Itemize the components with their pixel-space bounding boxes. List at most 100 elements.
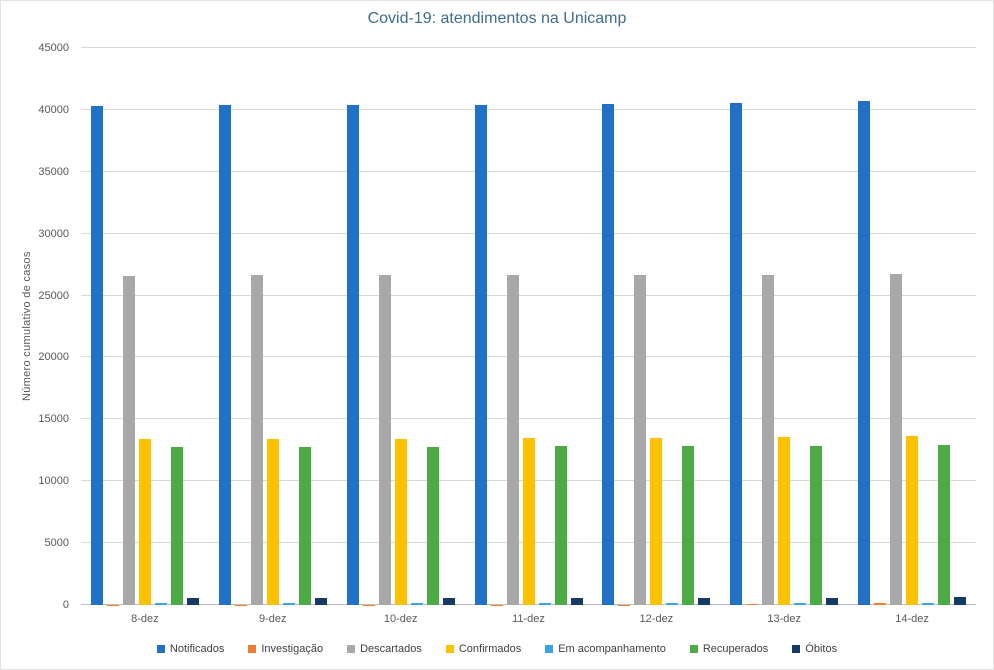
xtick-label-11-dez: 11-dez xyxy=(512,613,545,625)
legend-label: Descartados xyxy=(360,643,422,655)
bar-recuperados-8-dez xyxy=(170,446,183,605)
ytick-label-25000: 25000 xyxy=(38,289,69,302)
legend-swatch-icon xyxy=(545,645,554,653)
bar-óbitos-10-dez xyxy=(442,597,455,605)
bar-notificados-11-dez xyxy=(474,104,487,605)
bar-confirmados-8-dez xyxy=(138,439,151,605)
xtick-label-8-dez: 8-dez xyxy=(131,613,159,625)
bar-descartados-10-dez xyxy=(378,275,391,605)
bar-investigação-13-dez xyxy=(746,603,759,605)
bar-recuperados-12-dez xyxy=(682,446,695,605)
xtick-label-14-dez: 14-dez xyxy=(895,613,929,625)
bar-group-10-dez xyxy=(337,48,465,605)
legend-label: Notificados xyxy=(169,643,225,655)
bar-descartados-8-dez xyxy=(122,275,135,605)
x-axis-tick-labels: 8-dez 9-dez 10-dez 11-dez 12-dez 13-dez 14-dez xyxy=(81,613,976,625)
bar-recuperados-10-dez xyxy=(426,446,439,605)
bar-recuperados-13-dez xyxy=(810,445,823,605)
bar-notificados-8-dez xyxy=(90,105,103,605)
bar-group-8-dez xyxy=(81,48,209,605)
bar-recuperados-11-dez xyxy=(554,446,567,605)
legend-item-recuperados: Recuperados xyxy=(689,643,769,655)
xtick-label-10-dez: 10-dez xyxy=(383,613,418,625)
bar-óbitos-12-dez xyxy=(698,597,711,605)
bar-confirmados-10-dez xyxy=(394,438,407,605)
bar-confirmados-11-dez xyxy=(522,438,535,605)
bar-em-acompanhamento-14-dez xyxy=(922,602,935,605)
bar-group-12-dez xyxy=(592,48,720,605)
gridline-40000 xyxy=(81,108,976,110)
bar-descartados-13-dez xyxy=(762,274,775,605)
xtick-label-13-dez: 13-dez xyxy=(767,613,802,625)
bar-recuperados-9-dez xyxy=(298,446,311,605)
ytick-label-10000: 10000 xyxy=(38,475,69,488)
ytick-label-15000: 15000 xyxy=(38,413,69,426)
plot-area xyxy=(81,47,976,605)
bar-notificados-14-dez xyxy=(858,101,871,605)
ytick-label-35000: 35000 xyxy=(38,165,69,178)
gridline-15000 xyxy=(81,418,976,420)
legend-label: Recuperados xyxy=(702,643,769,655)
legend-swatch-icon xyxy=(445,645,454,653)
bar-group-9-dez xyxy=(209,48,337,605)
gridline-20000 xyxy=(81,356,976,358)
bar-em-acompanhamento-9-dez xyxy=(282,603,295,605)
bar-descartados-14-dez xyxy=(890,274,903,605)
bar-confirmados-14-dez xyxy=(906,436,919,605)
ytick-label-20000: 20000 xyxy=(38,351,69,364)
y-axis-title: Número cumulativo de casos xyxy=(21,251,33,402)
bar-group-13-dez xyxy=(720,48,848,605)
legend-item-óbitos: Óbitos xyxy=(792,643,837,655)
legend-label: Confirmados xyxy=(458,643,522,655)
legend-swatch-icon xyxy=(156,645,165,653)
ytick-label-45000: 45000 xyxy=(38,42,69,54)
bar-em-acompanhamento-10-dez xyxy=(410,603,423,605)
bar-confirmados-12-dez xyxy=(650,437,663,605)
bar-em-acompanhamento-13-dez xyxy=(794,603,807,605)
bar-descartados-12-dez xyxy=(634,274,647,605)
bar-group-11-dez xyxy=(465,48,593,605)
legend: Notificados Investigação Descartados Confir… xyxy=(1,643,993,655)
ytick-label-40000: 40000 xyxy=(38,103,69,116)
bar-confirmados-13-dez xyxy=(778,436,791,605)
bar-notificados-10-dez xyxy=(346,105,359,605)
ytick-label-30000: 30000 xyxy=(38,227,69,240)
xtick-label-9-dez: 9-dez xyxy=(259,613,287,625)
bar-óbitos-13-dez xyxy=(826,597,839,605)
bar-óbitos-14-dez xyxy=(954,597,967,605)
legend-swatch-icon xyxy=(792,645,801,653)
gridline-30000 xyxy=(81,232,976,234)
legend-item-notificados: Notificados xyxy=(156,643,225,655)
ytick-label-0: 0 xyxy=(62,599,69,611)
gridline-35000 xyxy=(81,170,976,172)
legend-item-em-acompanhamento: Em acompanhamento xyxy=(545,643,666,655)
legend-swatch-icon xyxy=(347,645,356,653)
legend-item-investigação: Investigação xyxy=(248,643,323,655)
chart-title: Covid-19: atendimentos na Unicamp xyxy=(367,10,627,27)
bar-em-acompanhamento-11-dez xyxy=(538,603,551,605)
bar-descartados-9-dez xyxy=(250,275,263,605)
bar-notificados-9-dez xyxy=(218,105,231,605)
legend-swatch-icon xyxy=(248,645,257,653)
legend-item-descartados: Descartados xyxy=(347,643,422,655)
bar-óbitos-9-dez xyxy=(314,597,327,605)
legend-label: Em acompanhamento xyxy=(558,643,666,655)
bar-óbitos-11-dez xyxy=(570,597,583,605)
bar-em-acompanhamento-8-dez xyxy=(154,603,167,605)
ytick-label-5000: 5000 xyxy=(44,537,69,550)
bar-descartados-11-dez xyxy=(506,274,519,605)
gridline-25000 xyxy=(81,294,976,296)
gridline-45000 xyxy=(81,47,976,48)
bar-em-acompanhamento-12-dez xyxy=(666,603,679,605)
bar-investigação-14-dez xyxy=(874,603,887,605)
bar-groups xyxy=(81,48,976,605)
xtick-label-12-dez: 12-dez xyxy=(639,613,674,625)
bar-óbitos-8-dez xyxy=(186,597,199,605)
legend-swatch-icon xyxy=(689,645,698,653)
legend-item-confirmados: Confirmados xyxy=(445,643,522,655)
bar-notificados-12-dez xyxy=(602,104,615,605)
bar-notificados-13-dez xyxy=(730,103,743,605)
legend-label: Óbitos xyxy=(805,643,838,655)
bar-group-14-dez xyxy=(848,48,976,605)
